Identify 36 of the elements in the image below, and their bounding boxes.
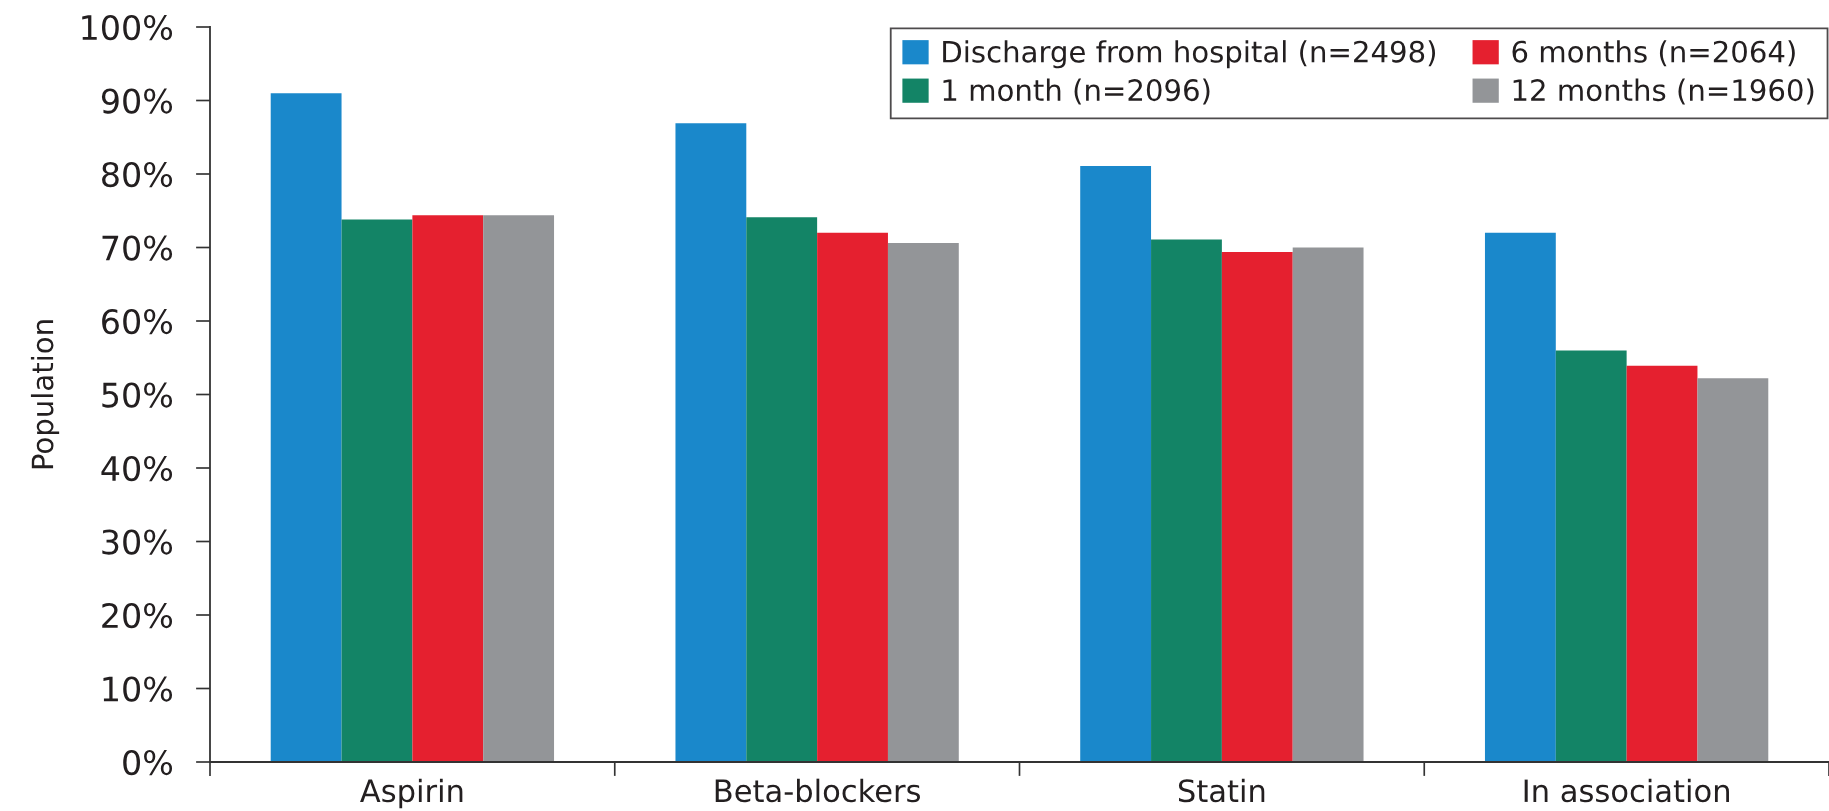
x-tick-label: In association (1524, 778, 1729, 803)
y-axis-title: Population (30, 320, 60, 469)
bar (1626, 365, 1698, 762)
bar (412, 215, 484, 762)
y-tick-label: 50% (102, 382, 173, 408)
bar (1080, 165, 1152, 762)
x-tick-label: Beta-blockers (715, 778, 920, 803)
y-tick-label: 30% (102, 529, 173, 555)
y-tick-label: 80% (102, 161, 173, 188)
bar (746, 217, 818, 762)
x-tick-label: Aspirin (360, 778, 463, 809)
x-tick-label: Statin (1178, 778, 1265, 803)
bar (1697, 378, 1769, 762)
y-tick-label: 0% (123, 749, 173, 776)
y-tick-label: 90% (101, 88, 173, 114)
bar (270, 93, 342, 762)
bar (675, 123, 747, 762)
legend-label: 1 month (n=2096) (943, 78, 1210, 105)
bar (817, 232, 888, 762)
y-tick-label: 40% (101, 455, 173, 482)
bar (887, 243, 959, 762)
legend-label: 6 months (n=2064) (1512, 40, 1795, 67)
bar (1151, 239, 1222, 762)
legend-label: Discharge from hospital (n=2498) (943, 40, 1436, 69)
y-tick-label: 60% (102, 308, 173, 335)
bar (483, 215, 555, 762)
y-tick-label: 10% (103, 676, 173, 702)
bar (1484, 232, 1556, 762)
y-tick-label: 70% (102, 235, 173, 261)
bar (1292, 247, 1364, 762)
y-tick-label: 100% (82, 14, 173, 41)
bar (1555, 350, 1627, 762)
bar (341, 219, 413, 762)
bar (1221, 251, 1293, 762)
y-tick-label: 20% (102, 602, 173, 629)
legend-label: 12 months (n=1960) (1513, 78, 1814, 105)
